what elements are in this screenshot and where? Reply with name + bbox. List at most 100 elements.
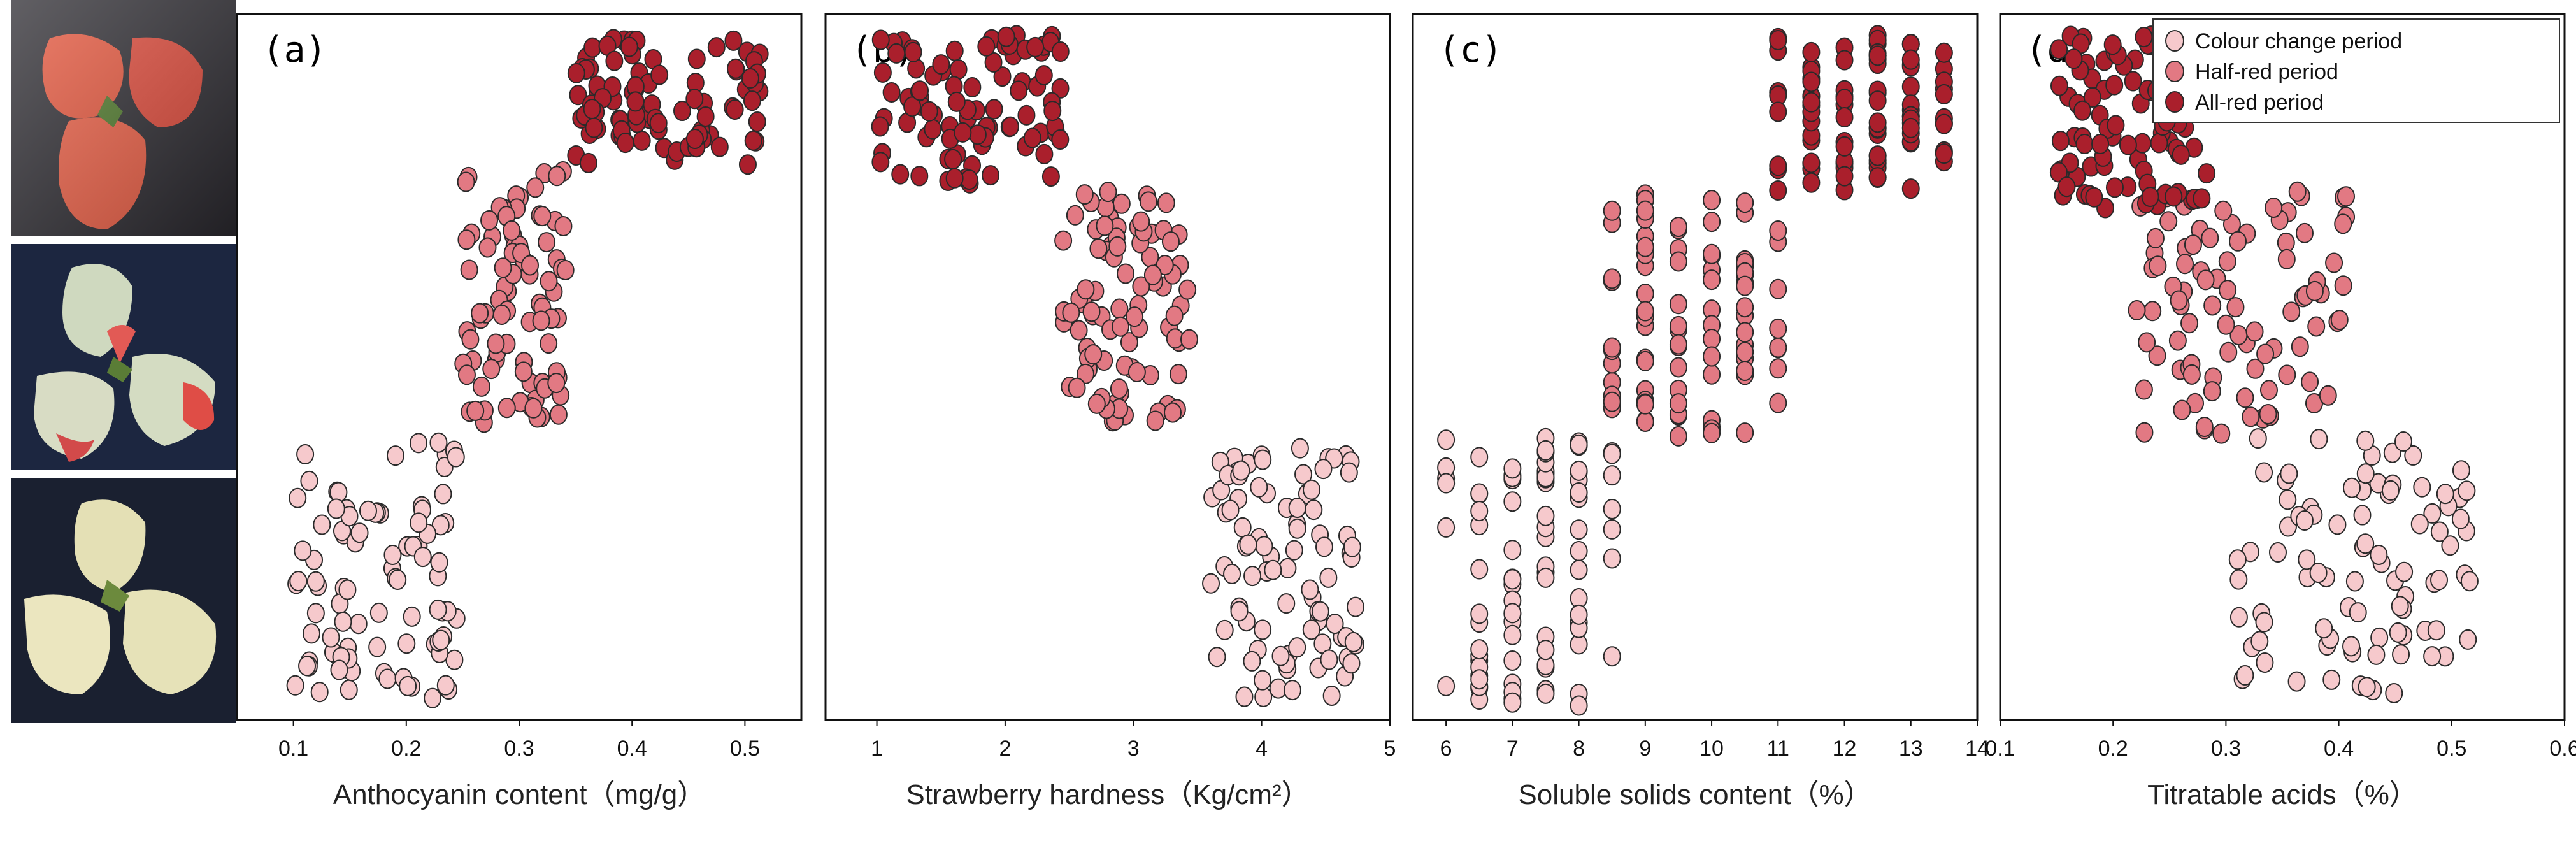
data-point — [1082, 301, 1101, 322]
data-point — [1802, 92, 1821, 113]
data-point — [997, 26, 1015, 47]
data-point — [871, 116, 889, 137]
data-point — [2441, 535, 2459, 556]
data-point — [2334, 275, 2352, 296]
data-point — [1326, 614, 1344, 635]
data-point — [620, 36, 638, 57]
data-point — [389, 570, 407, 591]
legend-box — [2152, 18, 2560, 123]
data-point — [1536, 440, 1555, 461]
data-point — [1769, 155, 1787, 176]
data-point — [1221, 499, 1240, 521]
data-point — [1503, 603, 1522, 624]
data-point — [436, 675, 455, 696]
data-point — [350, 522, 369, 543]
data-point — [1536, 640, 1555, 661]
data-point — [1536, 505, 1555, 526]
data-point — [2195, 416, 2214, 437]
data-point — [434, 484, 452, 505]
data-point — [1054, 230, 1073, 251]
data-point — [583, 99, 601, 120]
data-point — [549, 404, 568, 425]
data-point — [2073, 100, 2092, 121]
data-point — [399, 675, 417, 696]
data-point — [1470, 603, 1489, 624]
data-point — [556, 259, 575, 280]
data-point — [554, 215, 573, 236]
data-point — [1343, 536, 1361, 557]
data-point — [1099, 182, 1117, 203]
data-point — [296, 443, 315, 464]
data-point — [1112, 316, 1130, 337]
x-axis-label: Soluble solids content（%） — [1518, 779, 1871, 810]
data-point — [2298, 549, 2316, 570]
data-point — [2135, 379, 2153, 400]
legend-marker — [2165, 91, 2184, 113]
data-point — [1669, 357, 1687, 378]
data-point — [1703, 328, 1721, 349]
data-point — [548, 166, 566, 187]
data-point — [2430, 570, 2449, 591]
x-tick-label: 7 — [1506, 736, 1519, 761]
data-point — [1311, 601, 1329, 622]
data-point — [2201, 227, 2219, 248]
data-point — [2229, 231, 2247, 252]
data-point — [2148, 345, 2166, 366]
data-point — [1437, 429, 1456, 450]
data-point — [2430, 521, 2449, 542]
data-point — [1835, 166, 1854, 187]
data-point — [1250, 477, 1268, 498]
data-point — [2249, 428, 2267, 449]
data-point — [1437, 517, 1456, 538]
data-point — [1087, 393, 1106, 414]
data-point — [1570, 482, 1588, 503]
x-tick-label: 0.1 — [278, 736, 308, 761]
data-point — [1603, 268, 1621, 289]
data-point — [920, 101, 938, 122]
data-point — [1835, 136, 1854, 157]
x-tick-label: 8 — [1573, 736, 1585, 761]
data-point — [538, 232, 556, 253]
data-point — [1278, 557, 1297, 578]
data-point — [533, 206, 552, 227]
data-point — [1503, 491, 1522, 512]
data-point — [2301, 371, 2319, 392]
legend-label: All-red period — [2195, 90, 2324, 115]
data-point — [2242, 406, 2260, 427]
x-tick-label: 3 — [1127, 736, 1140, 761]
x-tick-label: 5 — [1384, 736, 1396, 761]
data-point — [2135, 27, 2153, 48]
data-point — [1503, 540, 1522, 561]
data-point — [1470, 639, 1489, 660]
data-point — [1208, 647, 1226, 668]
data-point — [2050, 75, 2069, 96]
data-point — [547, 373, 566, 394]
data-point — [2203, 381, 2221, 402]
data-point — [2394, 431, 2413, 452]
data-point — [2170, 290, 2188, 311]
data-point — [2246, 358, 2265, 379]
data-point — [1703, 346, 1721, 367]
data-point — [1736, 322, 1754, 343]
data-point — [2057, 176, 2076, 198]
data-point — [1344, 631, 1363, 652]
data-point — [2214, 200, 2233, 221]
data-point — [1603, 498, 1621, 519]
data-point — [1062, 302, 1080, 323]
x-axis-label: Strawberry hardness（Kg/cm²） — [906, 779, 1309, 810]
data-point — [1503, 569, 1522, 590]
data-point — [313, 514, 331, 535]
data-point — [472, 376, 490, 397]
data-point — [2367, 644, 2386, 665]
x-tick-label: 1 — [871, 736, 883, 761]
data-point — [424, 687, 442, 708]
data-point — [1603, 200, 1621, 221]
data-point — [567, 62, 585, 83]
data-point — [410, 433, 428, 454]
data-point — [882, 82, 901, 103]
data-point — [413, 547, 432, 568]
data-point — [1603, 391, 1621, 412]
data-point — [1010, 80, 1028, 101]
data-point — [1314, 459, 1333, 480]
data-point — [2265, 197, 2283, 218]
